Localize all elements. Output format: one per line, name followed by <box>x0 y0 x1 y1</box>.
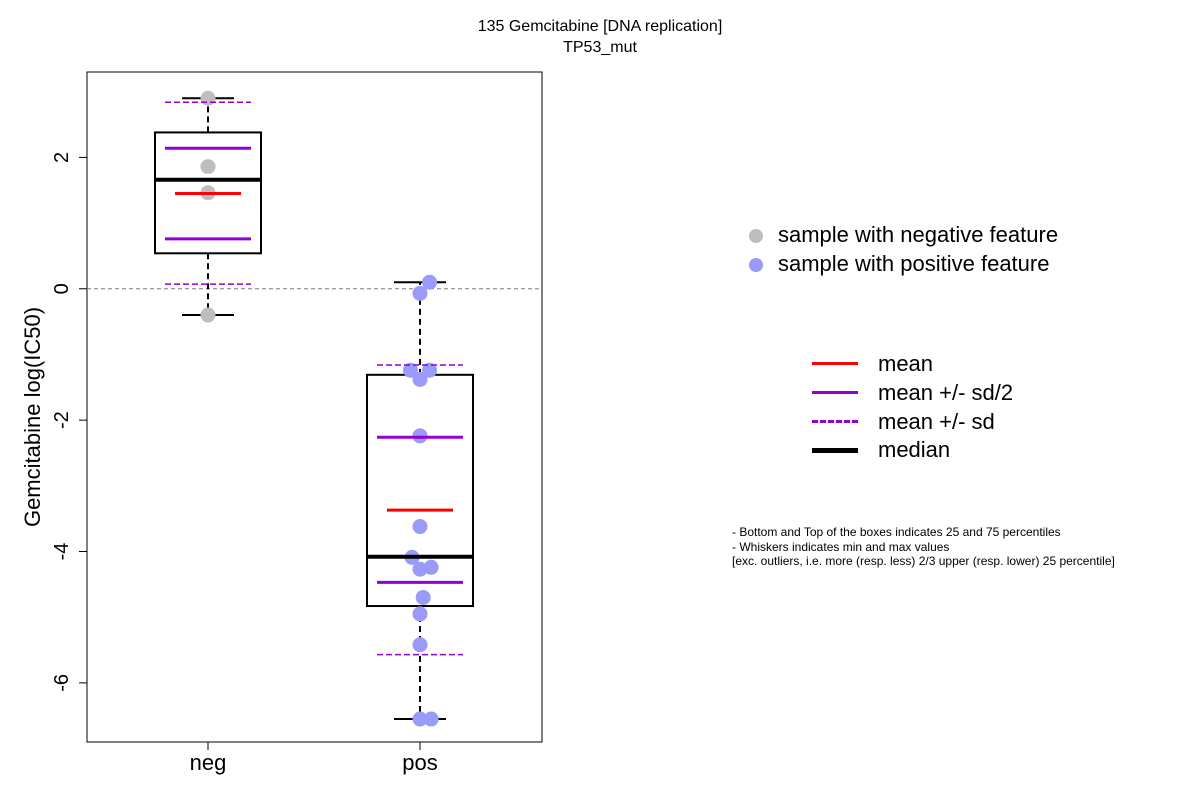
legend-swatch-half-sd <box>812 391 858 394</box>
legend-swatch-mean <box>812 362 858 365</box>
x-tick-label: pos <box>402 750 437 775</box>
legend-label-mean: mean <box>878 351 934 376</box>
chart-title: 135 Gemcitabine [DNA replication] <box>477 18 723 35</box>
data-point <box>200 307 216 323</box>
data-point <box>412 606 428 622</box>
data-point <box>412 637 428 653</box>
x-tick-label: neg <box>190 750 227 775</box>
legend-swatch-median <box>812 448 858 453</box>
footnote: - Bottom and Top of the boxes indicates … <box>732 525 1115 569</box>
plot-frame <box>86 71 543 743</box>
data-point <box>412 285 428 301</box>
legend-label-pos: sample with positive feature <box>778 251 1050 276</box>
data-point <box>412 561 428 577</box>
data-point <box>402 362 418 378</box>
legend-label-neg: sample with negative feature <box>778 222 1059 247</box>
y-tick-label: -6 <box>51 674 73 692</box>
group-pos <box>366 274 474 727</box>
y-tick-label: 2 <box>51 152 73 163</box>
y-tick-label: -2 <box>51 411 73 429</box>
data-point <box>422 362 438 378</box>
legend-dot-neg <box>749 229 763 243</box>
footnote-line: - Bottom and Top of the boxes indicates … <box>732 525 1061 539</box>
legend-label-half-sd: mean +/- sd/2 <box>878 380 1014 405</box>
footnote-line: [exc. outliers, i.e. more (resp. less) 2… <box>732 554 1115 568</box>
box <box>154 131 262 255</box>
y-tick-label: -4 <box>51 543 73 561</box>
data-point <box>415 589 431 605</box>
y-axis-label: Gemcitabine log(IC50) <box>20 307 45 527</box>
legend-swatch-sd <box>812 420 858 423</box>
data-point <box>200 159 216 175</box>
legend-label-sd: mean +/- sd <box>878 409 995 434</box>
data-point <box>423 559 439 575</box>
legend-label-median: median <box>878 437 951 462</box>
data-point <box>200 90 216 106</box>
chart-subtitle: TP53_mut <box>563 39 637 56</box>
footnote-line: - Whiskers indicates min and max values <box>732 539 950 554</box>
legend-dot-pos <box>749 258 763 272</box>
group-neg <box>154 90 262 323</box>
data-point <box>412 711 428 727</box>
y-tick-label: 0 <box>51 283 73 294</box>
data-point <box>412 371 428 387</box>
data-point <box>423 711 439 727</box>
data-point <box>412 519 428 535</box>
data-point <box>422 274 438 290</box>
